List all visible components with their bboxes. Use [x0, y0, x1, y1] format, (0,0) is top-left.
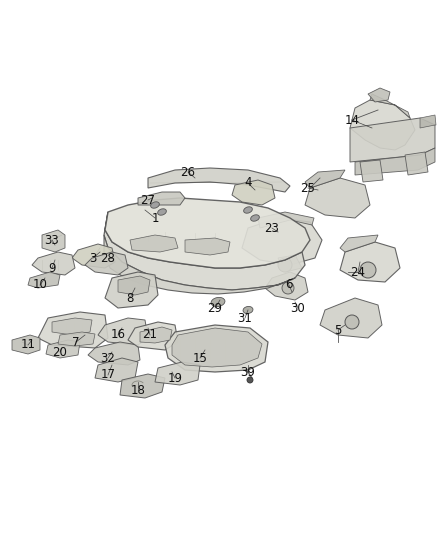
- Polygon shape: [420, 115, 436, 128]
- Ellipse shape: [243, 306, 253, 313]
- Polygon shape: [305, 170, 345, 188]
- Polygon shape: [232, 180, 275, 205]
- Polygon shape: [105, 198, 310, 268]
- Circle shape: [247, 377, 253, 383]
- Polygon shape: [28, 272, 60, 288]
- Text: 33: 33: [45, 233, 60, 246]
- Text: 29: 29: [208, 302, 223, 314]
- Circle shape: [282, 282, 294, 294]
- Text: 30: 30: [291, 302, 305, 314]
- Text: 18: 18: [131, 384, 145, 397]
- Text: 20: 20: [53, 345, 67, 359]
- Polygon shape: [355, 148, 435, 175]
- Text: 23: 23: [265, 222, 279, 235]
- Polygon shape: [172, 328, 262, 367]
- Text: 19: 19: [167, 372, 183, 384]
- Text: 32: 32: [101, 351, 116, 365]
- Text: 3: 3: [89, 252, 97, 264]
- Polygon shape: [104, 235, 295, 294]
- Text: 26: 26: [180, 166, 195, 179]
- Text: 7: 7: [72, 335, 80, 349]
- Polygon shape: [104, 212, 305, 290]
- Polygon shape: [52, 318, 92, 335]
- Text: 1: 1: [151, 212, 159, 224]
- Polygon shape: [72, 244, 115, 268]
- Text: 9: 9: [48, 262, 56, 274]
- Polygon shape: [155, 362, 200, 385]
- Text: 6: 6: [285, 279, 293, 292]
- Polygon shape: [118, 276, 150, 295]
- Polygon shape: [42, 230, 65, 252]
- Polygon shape: [265, 272, 308, 300]
- Polygon shape: [278, 255, 302, 272]
- Polygon shape: [185, 238, 230, 255]
- Polygon shape: [242, 218, 322, 265]
- Circle shape: [278, 258, 292, 272]
- Text: 4: 4: [244, 176, 252, 190]
- Polygon shape: [360, 160, 383, 182]
- Circle shape: [360, 262, 376, 278]
- Text: 25: 25: [300, 182, 315, 195]
- Polygon shape: [370, 94, 410, 118]
- Polygon shape: [58, 332, 95, 346]
- Polygon shape: [130, 235, 178, 252]
- Text: 15: 15: [193, 351, 208, 365]
- Polygon shape: [38, 312, 108, 348]
- Text: 27: 27: [141, 193, 155, 206]
- Text: 16: 16: [110, 328, 126, 342]
- Polygon shape: [88, 342, 140, 365]
- Polygon shape: [258, 212, 314, 228]
- Polygon shape: [320, 298, 382, 338]
- Polygon shape: [46, 340, 80, 358]
- Polygon shape: [340, 242, 400, 282]
- Ellipse shape: [244, 207, 252, 213]
- Polygon shape: [120, 374, 165, 398]
- Polygon shape: [350, 118, 435, 162]
- Polygon shape: [148, 168, 290, 192]
- Polygon shape: [98, 318, 148, 345]
- Polygon shape: [340, 235, 378, 252]
- Polygon shape: [128, 322, 178, 350]
- Polygon shape: [12, 335, 40, 354]
- Ellipse shape: [211, 297, 225, 306]
- Text: 11: 11: [21, 338, 35, 351]
- Polygon shape: [32, 252, 75, 275]
- Polygon shape: [165, 325, 268, 372]
- Text: 39: 39: [240, 366, 255, 378]
- Polygon shape: [305, 178, 370, 218]
- Polygon shape: [350, 100, 415, 150]
- Text: 31: 31: [237, 311, 252, 325]
- Polygon shape: [140, 327, 172, 343]
- Circle shape: [345, 315, 359, 329]
- Polygon shape: [405, 152, 428, 175]
- Polygon shape: [85, 252, 128, 275]
- Polygon shape: [95, 358, 138, 382]
- Text: 10: 10: [32, 279, 47, 292]
- Text: 5: 5: [334, 324, 342, 336]
- Text: 14: 14: [345, 114, 360, 126]
- Text: 21: 21: [142, 328, 158, 342]
- Ellipse shape: [151, 202, 159, 208]
- Polygon shape: [368, 88, 390, 102]
- Polygon shape: [138, 192, 185, 205]
- Polygon shape: [105, 272, 158, 308]
- Text: 17: 17: [100, 368, 116, 382]
- Text: 8: 8: [126, 292, 134, 304]
- Text: 24: 24: [350, 265, 365, 279]
- Text: 28: 28: [101, 252, 116, 264]
- Ellipse shape: [158, 209, 166, 215]
- Ellipse shape: [251, 215, 259, 221]
